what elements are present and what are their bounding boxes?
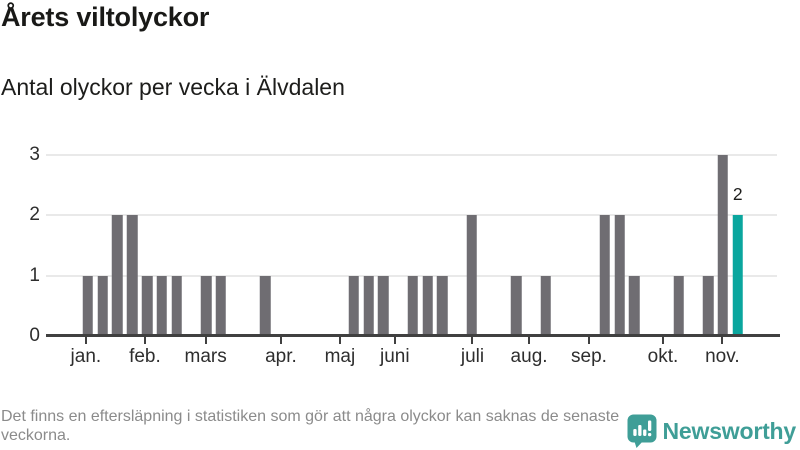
bar-week-43	[702, 275, 714, 336]
x-tick-juli	[471, 337, 474, 344]
x-tick-label-maj: maj	[324, 346, 356, 367]
x-tick-label-okt: okt.	[647, 346, 679, 367]
x-tick-label-juni: juni	[380, 346, 410, 367]
x-tick-label-mars: mars	[184, 346, 227, 367]
newsworthy-logo: Newsworthy	[627, 414, 796, 448]
x-tick-apr	[279, 337, 282, 344]
footnote: Det finns en eftersläpning i statistiken…	[1, 408, 620, 444]
bar-week-10	[215, 275, 227, 336]
bar-week-27	[466, 215, 478, 336]
y-axis-labels: 0 1 2 3	[0, 144, 40, 346]
bar-week-23	[407, 275, 419, 336]
bar-week-2	[97, 275, 108, 336]
bar-week-21	[378, 275, 389, 336]
bar-week-45-highlighted	[732, 215, 743, 336]
x-tick-maj	[338, 337, 341, 344]
x-tick-label-jan: jan.	[70, 346, 102, 367]
bar-week-6	[156, 275, 168, 336]
bar-week-4	[126, 215, 138, 336]
x-axis: jan. feb. mars apr. maj juni juli aug. sep. okt. n…	[46, 336, 777, 376]
y-tick-label-1: 1	[29, 264, 40, 286]
bar-week-24	[422, 275, 433, 336]
x-tick-feb	[143, 337, 146, 344]
x-tick-label-aug: aug.	[510, 346, 548, 367]
bar-week-5	[141, 275, 153, 336]
bar-week-1	[82, 275, 94, 336]
bar-week-41	[673, 275, 684, 336]
gridline-y-1	[46, 274, 777, 277]
y-tick-label-0: 0	[29, 325, 40, 346]
bar-week-9	[200, 275, 212, 336]
bar-week-7	[171, 275, 182, 336]
bar-week-38	[629, 275, 640, 336]
gridline-y-2	[46, 214, 777, 217]
bar-week-32	[540, 275, 551, 336]
x-tick-okt	[661, 337, 664, 344]
newsworthy-wordmark: Newsworthy	[662, 417, 797, 444]
x-tick-label-juli: juli	[460, 346, 485, 367]
y-tick-label-3: 3	[29, 144, 40, 166]
bar-week-25	[437, 275, 448, 336]
chart-subtitle: Antal olyckor per vecka i Älvdalen	[1, 74, 345, 100]
bar-week-36	[599, 215, 611, 336]
x-tick-nov	[721, 337, 724, 344]
newsworthy-speech-bubble-bar-chart-icon	[627, 414, 657, 448]
x-tick-juni	[393, 337, 396, 344]
chart-title: Årets viltolyckor	[1, 2, 210, 32]
x-tick-label-apr: apr.	[265, 346, 297, 367]
x-axis-line	[46, 334, 780, 337]
bar-week-30	[510, 275, 522, 336]
x-tick-sep	[588, 337, 590, 344]
bar-week-3	[112, 215, 123, 336]
x-tick-label-feb: feb.	[129, 346, 161, 367]
bar-week-37	[614, 215, 625, 336]
x-tick-aug	[528, 337, 531, 344]
x-tick-mars	[204, 337, 207, 344]
bar-week-20	[363, 275, 374, 336]
bar-value-label: 2	[732, 183, 743, 204]
bar-week-44	[717, 155, 729, 336]
x-tick-label-sep: sep.	[571, 346, 607, 367]
plot-area: 2	[46, 145, 777, 336]
bar-week-13	[259, 275, 271, 336]
x-tick-label-nov: nov.	[705, 346, 740, 367]
y-tick-label-2: 2	[29, 204, 40, 226]
bar-week-19	[348, 275, 359, 336]
gridline-y-3	[46, 154, 777, 157]
x-tick-jan	[84, 337, 87, 344]
